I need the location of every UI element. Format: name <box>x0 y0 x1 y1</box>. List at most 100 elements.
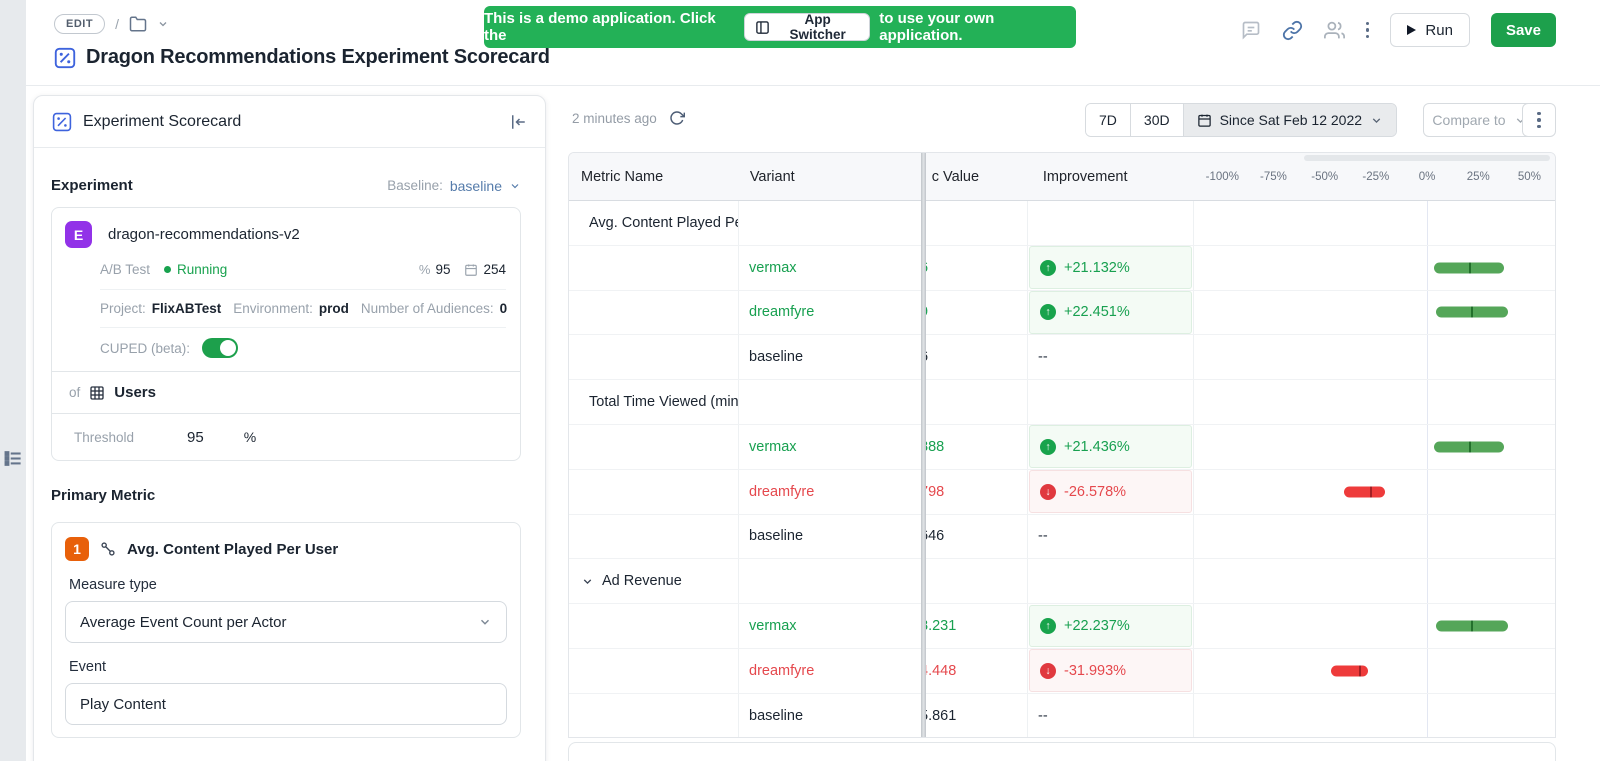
zero-gridline <box>1427 469 1428 514</box>
variant-label: baseline <box>749 528 804 545</box>
table-row: baseline 6 -- <box>569 335 1555 381</box>
range-30d-button[interactable]: 30D <box>1130 104 1184 136</box>
metric-index-badge: 1 <box>65 537 89 561</box>
users-icon[interactable] <box>1323 20 1345 41</box>
ci-bar[interactable] <box>1343 486 1385 498</box>
metric-relation-icon <box>101 542 115 556</box>
improvement-cell <box>1027 380 1194 424</box>
improvement-badge: ↑ +22.237% <box>1029 604 1192 648</box>
metric-value-cell: 4.448 <box>926 649 1027 693</box>
metric-value-cell: 9 <box>926 291 1027 335</box>
app-switcher-button[interactable]: App Switcher <box>744 12 871 42</box>
zero-gridline <box>1427 424 1428 469</box>
ci-bar[interactable] <box>1436 620 1509 632</box>
column-header-metric-value[interactable]: Metric Value <box>931 168 980 185</box>
measure-type-select[interactable]: Average Event Count per Actor <box>65 601 507 643</box>
axis-tick-label: -100% <box>1205 170 1239 183</box>
run-button[interactable]: Run <box>1390 13 1470 47</box>
table-row: baseline 5.861 -- <box>569 693 1555 737</box>
outline-list-icon[interactable] <box>4 449 23 468</box>
edit-mode-badge[interactable]: EDIT <box>54 14 106 34</box>
zero-gridline <box>1427 245 1428 290</box>
calendar-icon <box>1197 114 1211 127</box>
chevron-down-icon <box>481 619 489 625</box>
chevron-down-icon[interactable] <box>581 575 594 588</box>
metric-group-label: Avg. Content Played Per User <box>589 214 738 231</box>
header-actions: Run Save <box>1241 13 1556 47</box>
metric-value-cell <box>926 559 1027 603</box>
variant-cell: vermax <box>739 246 921 290</box>
compare-to-select[interactable]: Compare to <box>1423 103 1536 137</box>
ci-center-tick <box>1359 665 1362 677</box>
save-button[interactable]: Save <box>1490 13 1556 47</box>
arrow-up-icon: ↑ <box>1040 438 1056 455</box>
zero-gridline <box>1427 693 1428 737</box>
folder-icon[interactable] <box>129 15 147 33</box>
metric-name-cell <box>569 469 739 514</box>
ci-bar[interactable] <box>1331 665 1369 677</box>
ci-bar[interactable] <box>1434 441 1505 453</box>
chevron-down-icon[interactable] <box>157 18 169 30</box>
improvement-empty: -- <box>1038 349 1048 366</box>
variant-label: baseline <box>749 707 804 724</box>
top-header: EDIT / Dragon Recommendations Experiment… <box>26 0 1600 86</box>
variant-cell: baseline <box>739 694 921 737</box>
improvement-badge: ↑ +21.132% <box>1029 246 1192 290</box>
more-options-icon[interactable] <box>1365 21 1370 39</box>
zero-gridline <box>1427 514 1428 559</box>
date-range-button[interactable]: Since Sat Feb 12 2022 <box>1183 104 1397 136</box>
pane-divider-handle[interactable] <box>921 153 926 737</box>
ci-bar[interactable] <box>1434 262 1505 274</box>
chart-cell <box>1194 469 1555 514</box>
horizontal-scrollbar[interactable] <box>1304 155 1550 161</box>
column-header-metric-name[interactable]: Metric Name <box>581 168 664 185</box>
primary-metric-name: Avg. Content Played Per User <box>127 540 339 558</box>
collapse-panel-icon[interactable] <box>509 113 527 131</box>
variant-label: vermax <box>749 259 797 276</box>
table-options-icon[interactable] <box>1522 103 1556 137</box>
metric-name-cell: Ad Revenue <box>569 559 739 604</box>
variant-cell: baseline <box>739 335 921 379</box>
column-header-improvement[interactable]: Improvement <box>1042 168 1128 185</box>
variant-cell <box>739 380 921 424</box>
variant-cell: dreamfyre <box>739 649 921 693</box>
metric-value: 5.861 <box>926 707 957 724</box>
axis-tick-label: 50% <box>1517 170 1541 183</box>
cuped-toggle[interactable] <box>202 338 239 358</box>
baseline-selector[interactable]: Baseline: baseline <box>387 178 521 194</box>
zero-gridline <box>1427 648 1428 693</box>
improvement-cell: -- <box>1027 693 1194 737</box>
metric-name-cell <box>569 604 739 648</box>
share-link-icon[interactable] <box>1282 20 1303 41</box>
metric-group-row[interactable]: Ad Revenue <box>569 559 1555 605</box>
panel-header: Experiment Scorecard <box>34 96 545 148</box>
banner-text-after: to use your own application. <box>879 10 995 44</box>
refresh-icon[interactable] <box>669 110 685 126</box>
arrow-up-icon: ↑ <box>1040 259 1056 276</box>
table-row: vermax 888 ↑ +21.436% <box>569 424 1555 470</box>
threshold-input[interactable]: 95 <box>187 428 204 446</box>
experiment-name: dragon-recommendations-v2 <box>108 226 300 243</box>
chart-cell <box>1194 290 1555 335</box>
range-7d-button[interactable]: 7D <box>1086 104 1131 136</box>
metric-value-cell: 798 <box>926 470 1027 514</box>
metric-group-row[interactable]: Total Time Viewed (mins) <box>569 380 1555 425</box>
variant-label: dreamfyre <box>749 304 815 321</box>
percent-icon: % <box>418 262 431 277</box>
chart-cell <box>1194 693 1555 737</box>
experiment-section-heading: Experiment <box>51 177 133 194</box>
event-input[interactable]: Play Content <box>65 683 507 725</box>
column-header-variant[interactable]: Variant <box>749 168 795 185</box>
metric-group-row[interactable]: Avg. Content Played Per User <box>569 201 1555 246</box>
scorecard-app-icon <box>54 47 76 69</box>
improvement-cell: -- <box>1027 514 1194 559</box>
table-body: Avg. Content Played Per User vermax 6 ↑ +21.… <box>569 201 1555 737</box>
experiment-card[interactable]: E dragon-recommendations-v2 A/B Test Run… <box>51 207 521 461</box>
entity-selector[interactable]: Users <box>114 384 156 401</box>
comments-icon[interactable] <box>1241 20 1261 40</box>
improvement-value: +21.132% <box>1064 259 1130 276</box>
of-label: of <box>69 385 81 400</box>
experiment-meta: Project: FlixABTest Environment: prod Numb… <box>100 301 508 316</box>
ci-bar[interactable] <box>1436 306 1509 318</box>
metric-value: 4.448 <box>926 662 957 679</box>
